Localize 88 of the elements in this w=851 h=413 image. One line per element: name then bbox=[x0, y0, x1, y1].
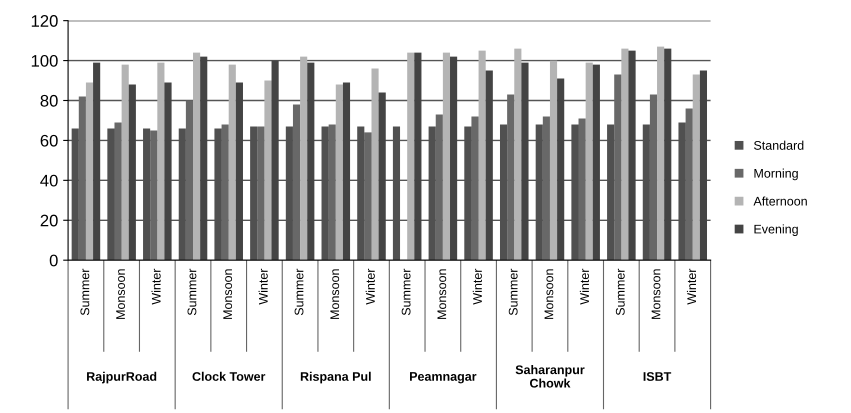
x-tick-label: Summer bbox=[508, 268, 518, 316]
legend-label: Morning bbox=[754, 168, 798, 180]
bar bbox=[514, 48, 522, 260]
bar bbox=[657, 46, 664, 260]
bar bbox=[236, 82, 243, 260]
bar bbox=[307, 62, 314, 260]
bar bbox=[300, 56, 308, 260]
bar bbox=[650, 94, 658, 260]
x-tick-label: Winter bbox=[472, 268, 482, 305]
x-tick-label: Monsoon bbox=[223, 269, 232, 319]
x-tick-label: Summer bbox=[294, 268, 304, 316]
text: Rispana Pul bbox=[300, 372, 371, 384]
x-tick-label: Winter bbox=[580, 268, 590, 305]
bar bbox=[621, 48, 628, 260]
y-tick-label: 60 bbox=[40, 134, 58, 147]
bar bbox=[436, 114, 443, 260]
bar bbox=[557, 78, 564, 260]
x-tick-label: Monsoon bbox=[544, 269, 554, 319]
y-tick-label: 20 bbox=[40, 214, 58, 226]
bar bbox=[150, 130, 158, 260]
y-tick-label: 100 bbox=[32, 54, 58, 67]
bar bbox=[586, 62, 593, 260]
legend-label: Afternoon bbox=[753, 196, 807, 206]
bar bbox=[686, 108, 693, 260]
bar bbox=[507, 94, 514, 260]
bar bbox=[407, 52, 414, 260]
y-tick-label: 80 bbox=[40, 94, 58, 107]
bar bbox=[700, 70, 708, 260]
legend-label: Standard bbox=[754, 140, 804, 150]
x-tick-label: Summer bbox=[402, 268, 411, 316]
text: RajpurRoad bbox=[87, 372, 156, 384]
bar bbox=[328, 124, 336, 260]
x-tick-label: Summer bbox=[188, 268, 196, 316]
bar bbox=[614, 74, 622, 260]
bar bbox=[157, 62, 164, 260]
text: Clock Tower bbox=[192, 372, 266, 381]
bar bbox=[200, 56, 208, 260]
x-tick-label: Monsoon bbox=[652, 269, 660, 319]
x-tick-label: Monsoon bbox=[438, 269, 446, 319]
bar bbox=[371, 68, 379, 260]
bar bbox=[128, 84, 136, 260]
bar bbox=[592, 64, 600, 260]
bar bbox=[471, 116, 479, 260]
x-tick-label: Winter bbox=[686, 268, 696, 305]
bar bbox=[442, 52, 450, 260]
y-tick-label: 40 bbox=[40, 174, 58, 187]
bar bbox=[228, 64, 236, 260]
bar bbox=[414, 52, 422, 260]
bar bbox=[336, 84, 343, 260]
bar bbox=[628, 50, 636, 260]
bar bbox=[478, 50, 486, 260]
bar bbox=[264, 80, 272, 260]
x-tick-label: Winter bbox=[258, 268, 268, 305]
bar bbox=[486, 70, 493, 260]
bar bbox=[114, 122, 122, 260]
bar bbox=[542, 116, 550, 260]
bar bbox=[78, 96, 86, 260]
bar bbox=[292, 104, 300, 260]
bar bbox=[122, 64, 129, 260]
bar bbox=[692, 74, 700, 260]
x-tick-label: Winter bbox=[366, 268, 375, 305]
bar bbox=[186, 100, 194, 260]
bar bbox=[257, 126, 264, 260]
legend-label: Evening bbox=[754, 224, 798, 236]
bar bbox=[193, 52, 200, 260]
x-tick-label: Summer bbox=[616, 268, 625, 316]
bar bbox=[86, 82, 94, 260]
x-tick-label: Monsoon bbox=[116, 269, 125, 319]
text: Saharanpur Chowk bbox=[516, 365, 585, 388]
bar bbox=[222, 124, 229, 260]
bar bbox=[164, 82, 172, 260]
bar bbox=[93, 62, 100, 260]
x-tick-label: Summer bbox=[80, 268, 90, 316]
bar bbox=[378, 92, 386, 260]
bar bbox=[664, 48, 672, 260]
y-tick-label: 120 bbox=[32, 15, 58, 27]
y-tick-label: 0 bbox=[50, 254, 58, 266]
text: Peamnagar bbox=[410, 372, 476, 384]
bar bbox=[272, 60, 279, 260]
text: ISBT bbox=[644, 372, 672, 381]
bar bbox=[450, 56, 458, 260]
bar bbox=[364, 132, 372, 260]
bar bbox=[521, 62, 529, 260]
bar bbox=[342, 82, 350, 260]
bar bbox=[578, 118, 586, 260]
bar bbox=[550, 60, 558, 260]
x-tick-label: Winter bbox=[151, 268, 161, 305]
x-tick-label: Monsoon bbox=[330, 269, 340, 319]
